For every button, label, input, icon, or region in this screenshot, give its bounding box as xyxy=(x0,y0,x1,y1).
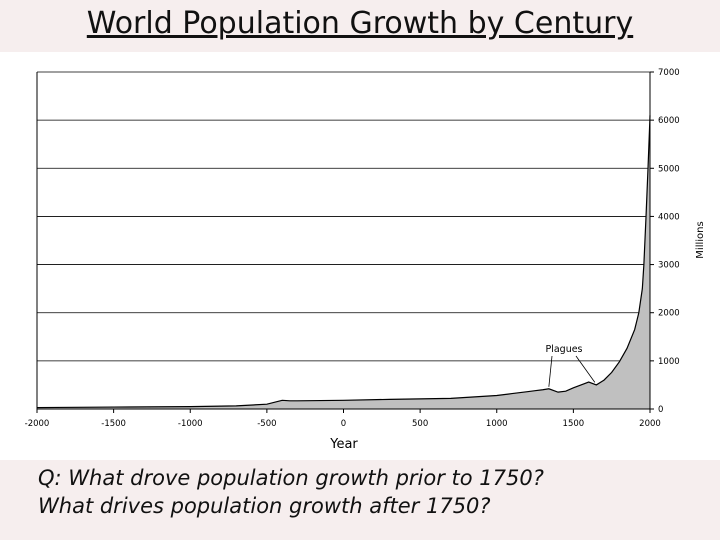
x-tick-label: 1000 xyxy=(486,419,508,429)
plagues-pointer-line xyxy=(548,355,553,387)
question-text: Q: What drove population growth prior to… xyxy=(38,464,698,520)
y-tick-label: 2000 xyxy=(658,309,680,319)
y-tick-label: 6000 xyxy=(658,116,680,126)
y-tick-label: 4000 xyxy=(658,212,680,222)
population-line xyxy=(36,115,651,409)
gridlines xyxy=(37,71,650,362)
chart-canvas: -2000 -1500 -1000 -500 0 500 1000 1500 2000 0 1000… xyxy=(0,52,720,460)
y-tick-label: 1000 xyxy=(658,357,680,367)
x-tick-label: 1500 xyxy=(563,419,585,429)
y-axis-title: Millions xyxy=(695,221,706,258)
annotations: Plagues xyxy=(545,344,596,387)
x-axis-title: Year xyxy=(329,437,358,452)
x-tick-label: -500 xyxy=(257,419,276,429)
question-line-1: Q: What drove population growth prior to… xyxy=(38,466,544,490)
y-tick-label: 7000 xyxy=(658,68,680,78)
x-tick-label: -2000 xyxy=(25,419,50,429)
population-chart: -2000 -1500 -1000 -500 0 500 1000 1500 2000 0 1000… xyxy=(0,52,720,460)
plagues-annotation-label: Plagues xyxy=(545,344,582,355)
x-tick-label: 0 xyxy=(341,419,346,429)
y-tick-label: 3000 xyxy=(658,261,680,271)
x-tick-label: 2000 xyxy=(639,419,661,429)
y-tick-label: 0 xyxy=(658,405,663,415)
x-tick-label: -1500 xyxy=(101,419,126,429)
slide-title: World Population Growth by Century xyxy=(86,6,634,41)
axes xyxy=(36,71,654,413)
y-tick-label: 5000 xyxy=(658,164,680,174)
x-tick-label: 500 xyxy=(412,419,428,429)
question-line-2: What drives population growth after 1750… xyxy=(38,494,491,518)
plagues-pointer-line xyxy=(575,355,596,383)
x-tick-label: -1000 xyxy=(178,419,203,429)
axis-labels: -2000 -1500 -1000 -500 0 500 1000 1500 2000 0 1000… xyxy=(25,68,706,452)
